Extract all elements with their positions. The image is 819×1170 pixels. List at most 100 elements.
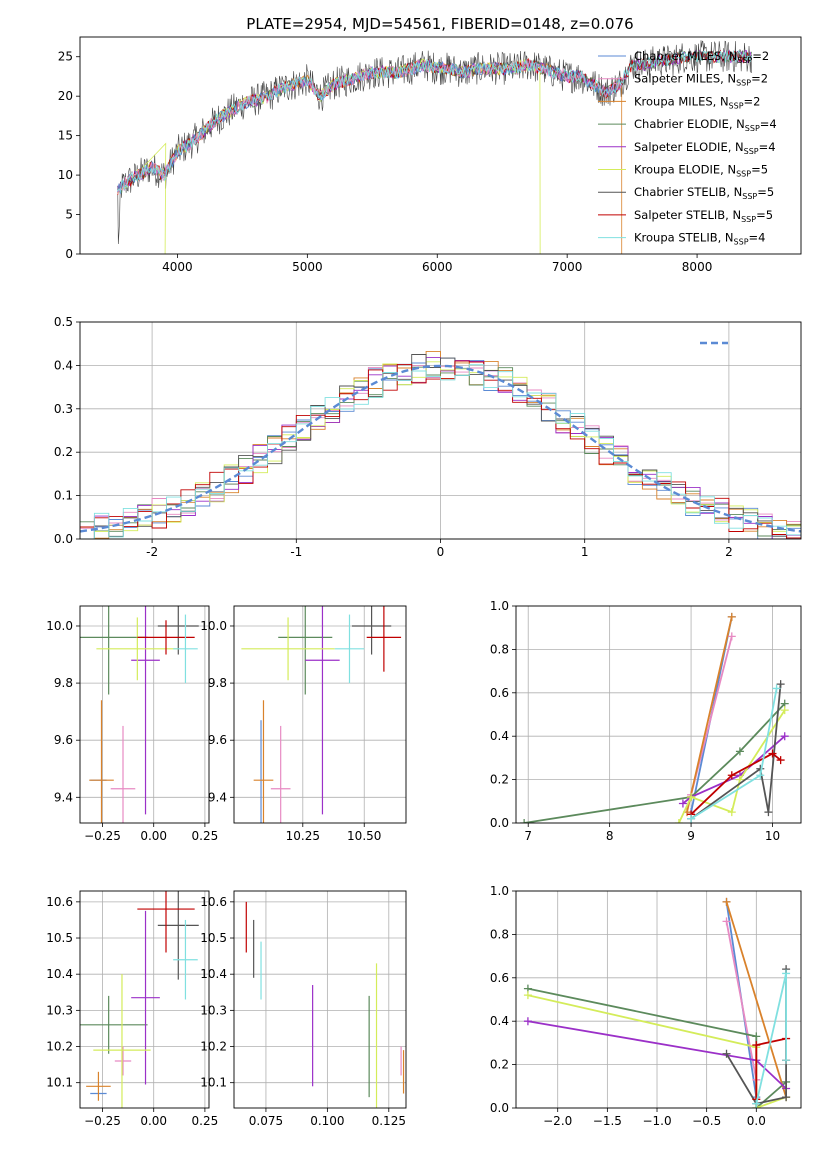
x-tick-label: −1.5 (593, 1114, 622, 1128)
errorbar-point-4 (131, 606, 160, 815)
legend-name: Kroupa ELODIE, N (634, 163, 736, 177)
errorbar-point-6 (351, 606, 392, 655)
y-tick-label: 9.4 (54, 790, 73, 804)
residual-hist-6 (80, 354, 801, 539)
x-tick-label: 0.075 (249, 1114, 283, 1128)
weight-marker (776, 680, 785, 689)
y-tick-label: 0.4 (490, 729, 509, 743)
y-tick-label: 25 (58, 50, 73, 64)
x-tick-label: 4000 (162, 260, 193, 274)
errorbar-point-3 (278, 606, 333, 695)
x-tick-label: 1 (581, 545, 589, 559)
weight-marker (722, 917, 731, 926)
panel-residuals: -2 -1 0 1 2 0.0 0.1 0.2 0.3 0.4 0.5 (54, 315, 802, 559)
weight-marker (674, 819, 683, 823)
y-tick-label: 0.2 (54, 445, 73, 459)
legend-nssp: =4 (760, 117, 777, 131)
legend-sub: SSP (737, 56, 752, 65)
x-tick-label: −0.25 (84, 1114, 121, 1128)
weight-marker (782, 969, 791, 978)
errorbar-point-3 (80, 995, 148, 1054)
x-tick-label: 7000 (552, 260, 583, 274)
legend-sub: SSP (744, 147, 759, 156)
plot-area (241, 606, 402, 823)
plot-area (80, 606, 199, 823)
weight-marker (678, 799, 687, 808)
weight-marker (727, 612, 736, 621)
plot-area (245, 901, 405, 1108)
panel-age-vs-Z: −0.25 0.00 0.25 9.4 9.6 9.8 10.0 (46, 605, 218, 843)
weight-marker (776, 756, 785, 765)
legend-label: Salpeter ELODIE, NSSP=4 (634, 140, 776, 156)
weight-series-2 (725, 901, 787, 1098)
x-tick-label: 8000 (682, 260, 713, 274)
y-tick-label: 10.1 (200, 1076, 227, 1090)
x-tick-label: 6000 (422, 260, 453, 274)
legend-sub: SSP (736, 170, 751, 179)
weight-series-2 (686, 616, 733, 813)
errorbar-point-8 (173, 919, 198, 1000)
y-tick-label: 0.2 (490, 773, 509, 787)
y-tick-label: 10.6 (200, 895, 227, 909)
legend-nssp: =5 (756, 208, 773, 222)
y-tick-label: 0.6 (490, 971, 509, 985)
legend-name: Salpeter ELODIE, N (634, 140, 744, 154)
y-tick-label: 1.0 (490, 884, 509, 898)
y-tick-label: 9.4 (208, 790, 227, 804)
legend-label: Chabrier STELIB, NSSP=5 (634, 185, 774, 201)
weight-marker (752, 1041, 761, 1050)
legend-name: Salpeter MILES, N (634, 72, 736, 86)
x-tick-label: 10.25 (286, 829, 320, 843)
legend-nssp: =2 (744, 94, 761, 108)
weight-marker (722, 897, 731, 906)
weight-marker (782, 1056, 791, 1065)
x-tick-label: 10 (765, 829, 780, 843)
legend-nssp: =2 (752, 49, 769, 63)
x-tick-label: 9 (687, 829, 695, 843)
axes-frame (79, 36, 802, 255)
legend-sub: SSP (742, 192, 757, 201)
x-tick-label: −0.25 (84, 829, 121, 843)
y-tick-label: 10.1 (46, 1076, 73, 1090)
axes-frame (233, 605, 407, 824)
x-tick-label: 0 (437, 545, 445, 559)
y-tick-label: 0.1 (54, 489, 73, 503)
errorbar-point-4 (131, 910, 160, 1085)
panel-spectrum: 4000 5000 6000 7000 8000 0 5 10 15 20 25 Chabrier M… (58, 36, 802, 274)
y-tick-label: 10.2 (200, 1040, 227, 1054)
y-tick-label: 0.0 (54, 532, 73, 546)
axes-frame (233, 890, 407, 1109)
weight-marker (727, 771, 736, 780)
x-tick-label: -1 (290, 545, 302, 559)
errorbar-point-2 (86, 1071, 111, 1101)
y-tick-label: 15 (58, 129, 73, 143)
axes-frame (515, 890, 802, 1109)
errorbar-point-7 (137, 891, 195, 953)
y-tick-label: 10 (58, 168, 73, 182)
legend-name: Kroupa STELIB, N (634, 231, 734, 245)
y-tick-label: 10.5 (46, 931, 73, 945)
errorbar-point-6 (157, 891, 199, 980)
weight-marker (768, 749, 777, 758)
weight-series-3 (523, 702, 786, 823)
normal-reference-curve (80, 364, 801, 533)
y-tick-label: 9.6 (208, 733, 227, 747)
y-tick-label: 10.2 (46, 1040, 73, 1054)
legend-name: Chabrier MILES, N (634, 49, 737, 63)
weight-marker (735, 747, 744, 756)
weight-series-4 (682, 735, 786, 805)
x-tick-label: 0.0 (747, 1114, 766, 1128)
legend-name: Salpeter STELIB, N (634, 208, 741, 222)
legend-label: Kroupa STELIB, NSSP=4 (634, 231, 765, 247)
axes-frame (79, 605, 210, 824)
panel-mass-vs-Z: −0.25 0.00 0.25 10.1 10.2 10.3 10.4 10.5 10.6 (46, 890, 218, 1128)
y-tick-label: 0.6 (490, 686, 509, 700)
x-tick-label: 2 (725, 545, 733, 559)
y-tick-label: 10.0 (46, 619, 73, 633)
legend-sub: SSP (745, 124, 760, 133)
y-tick-label: 0.0 (490, 816, 509, 830)
weight-marker (687, 814, 696, 823)
plot-area (80, 891, 199, 1108)
errorbar-point-5 (93, 974, 151, 1108)
